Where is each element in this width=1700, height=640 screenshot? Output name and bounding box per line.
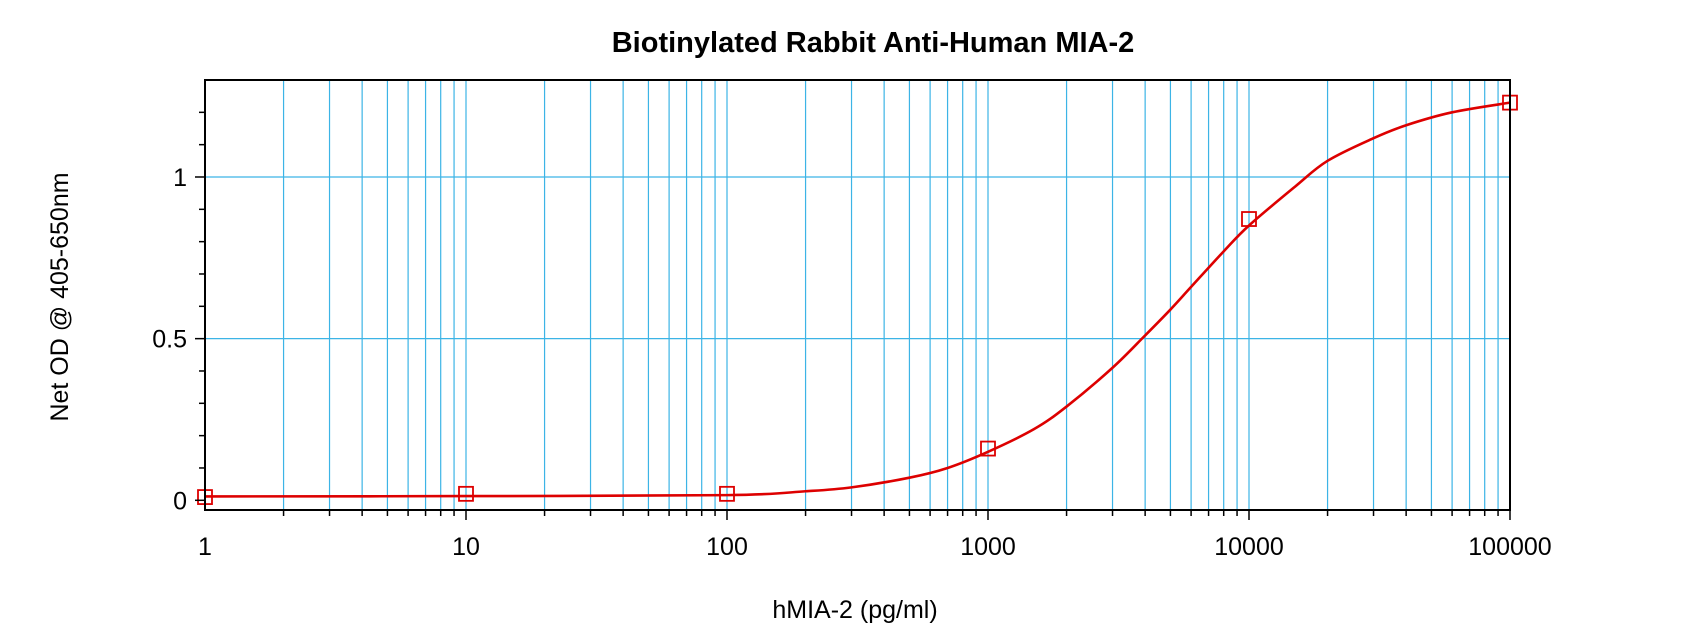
y-tick-label: 1 (173, 164, 187, 192)
x-tick-label: 1000 (960, 533, 1016, 561)
data-point-marker (1241, 211, 1257, 227)
data-points (197, 94, 1518, 505)
y-tick-label: 0.5 (152, 326, 187, 354)
chart-title: Biotinylated Rabbit Anti-Human MIA-2 (612, 27, 1135, 59)
x-tick-label: 100 (706, 533, 748, 561)
x-tick-label: 10 (452, 533, 480, 561)
x-tick-label: 1 (198, 533, 212, 561)
grid (205, 80, 1510, 510)
x-axis-ticks: 1 10 100 1000 10000 100000 (198, 510, 1552, 561)
series-line (204, 101, 1511, 498)
plot-frame (204, 79, 1511, 511)
data-point-marker (719, 485, 735, 502)
x-tick-label: 100000 (1468, 533, 1551, 561)
fitted-curve (204, 101, 1511, 498)
data-point-marker (980, 440, 996, 457)
x-tick-label: 10000 (1214, 533, 1284, 561)
y-tick-label: 0 (173, 487, 187, 515)
y-axis-ticks: 00.51 (152, 111, 205, 515)
y-axis-label: Net OD @ 405-650nm (46, 172, 74, 421)
x-axis-label: hMIA-2 (pg/ml) (772, 596, 937, 624)
data-point-marker (458, 485, 474, 502)
